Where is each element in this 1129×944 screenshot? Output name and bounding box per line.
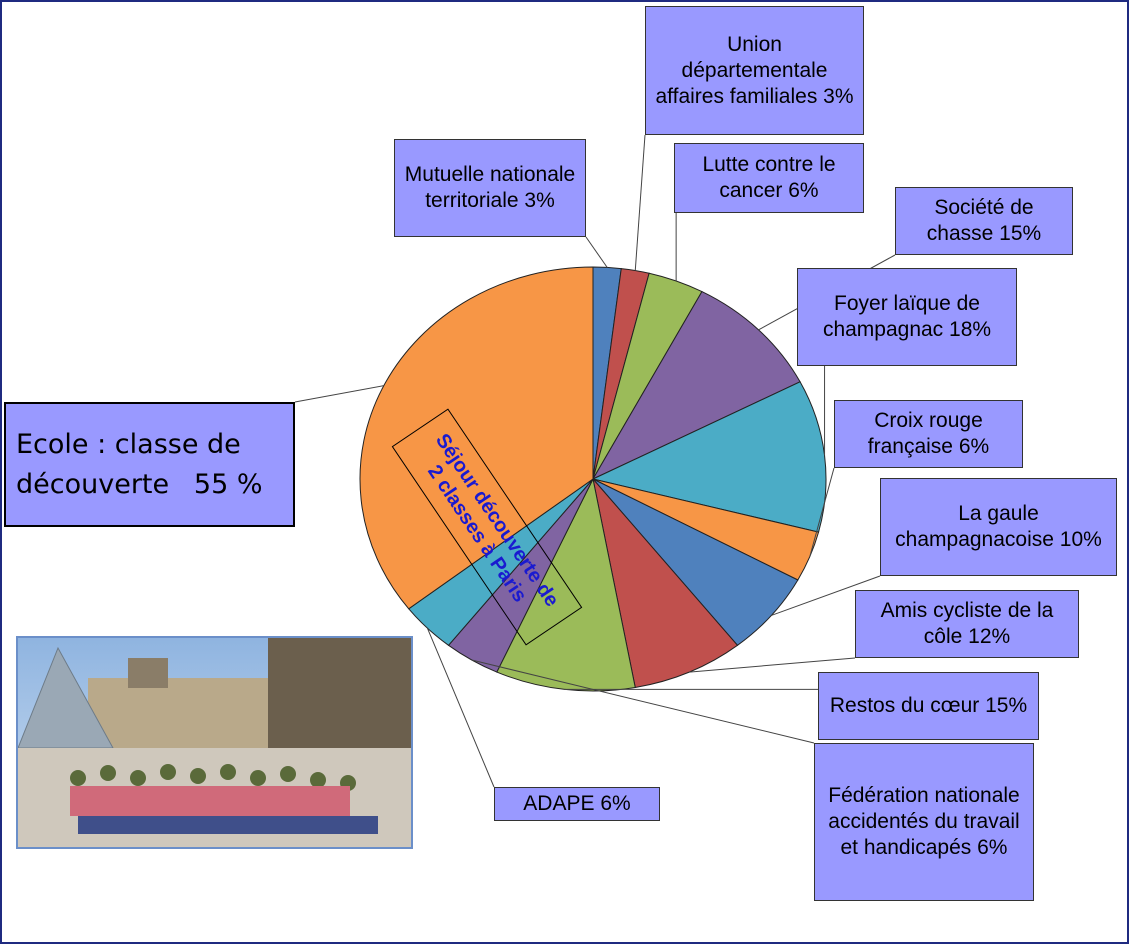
category-name: Lutte contre le cancer	[702, 153, 836, 202]
slice-label: Foyer laïque de champagnac 18%	[797, 268, 1017, 366]
label-text: Amis cycliste de la côle 12%	[862, 598, 1072, 650]
category-name: Union départementale affaires familiales	[655, 32, 828, 108]
category-name: Croix rouge française	[867, 409, 983, 458]
category-name: La gaule champagnacoise	[895, 502, 1054, 551]
pie-slice	[359, 266, 594, 610]
slice-label: Croix rouge française 6%	[834, 400, 1023, 468]
label-text: Croix rouge française 6%	[841, 408, 1016, 460]
value-label: 15%	[999, 222, 1042, 245]
label-text: La gaule champagnacoise 10%	[887, 501, 1110, 553]
value-label: 10%	[1059, 528, 1102, 551]
category-name: Mutuelle nationale territoriale	[404, 163, 576, 212]
slice-label: Mutuelle nationale territoriale 3%	[394, 139, 586, 237]
slice-label: Union départementale affaires familiales…	[645, 6, 864, 135]
value-label: 3%	[524, 189, 555, 212]
label-text: Mutuelle nationale territoriale 3%	[401, 162, 579, 214]
leader-line	[634, 134, 646, 271]
leader-line	[294, 385, 384, 403]
value-label: 6%	[788, 179, 819, 202]
value-label: 6%	[977, 836, 1008, 859]
value-label: 6%	[958, 435, 990, 458]
label-text: Lutte contre le cancer 6%	[681, 152, 857, 204]
category-name: Amis cycliste de la côle	[880, 599, 1054, 648]
category-name: Restos du cœur	[829, 694, 980, 717]
label-text: ADAPE 6%	[523, 791, 630, 817]
category-name: Société de chasse	[926, 196, 1034, 245]
leader-line	[809, 467, 835, 557]
photo	[16, 636, 413, 849]
category-name: Foyer laïque de champagnac	[822, 292, 980, 341]
pie-slice	[496, 477, 636, 692]
leader-line	[471, 659, 815, 744]
label-text: Restos du cœur 15%	[830, 693, 1027, 719]
value-label: 12%	[968, 625, 1011, 648]
leader-line	[689, 657, 856, 673]
category-name: Ecole : classe de découverte	[16, 428, 241, 500]
value-label: 3%	[823, 84, 854, 108]
slice-label: Lutte contre le cancer 6%	[674, 143, 864, 213]
label-text: Société de chasse 15%	[902, 195, 1066, 247]
value-label: 18%	[949, 318, 992, 341]
leader-line	[585, 236, 608, 268]
slice-label: Ecole : classe de découverte 55 %	[4, 402, 295, 527]
photo-drawing	[18, 638, 411, 847]
label-text: Fédération nationale accidentés du trava…	[821, 783, 1027, 861]
pie-slice	[592, 477, 739, 689]
value-label: 15%	[985, 694, 1028, 717]
leader-line	[426, 627, 495, 788]
value-label: 6%	[600, 792, 631, 815]
slice-label: Fédération nationale accidentés du trava…	[814, 743, 1034, 901]
leader-line	[771, 575, 881, 616]
label-text: Union départementale affaires familiales…	[652, 32, 857, 110]
slice-label: Amis cycliste de la côle 12%	[855, 590, 1079, 658]
value-label: 55 %	[193, 468, 263, 500]
label-text: Foyer laïque de champagnac 18%	[804, 291, 1010, 343]
slice-label: Société de chasse 15%	[895, 187, 1073, 255]
label-text: Ecole : classe de découverte 55 %	[16, 425, 283, 505]
category-name: Fédération nationale accidentés du trava…	[828, 784, 1020, 859]
slice-label: ADAPE 6%	[494, 787, 660, 821]
slice-label: La gaule champagnacoise 10%	[880, 478, 1117, 576]
slice-label: Restos du cœur 15%	[818, 672, 1039, 740]
category-name: ADAPE	[523, 792, 595, 815]
